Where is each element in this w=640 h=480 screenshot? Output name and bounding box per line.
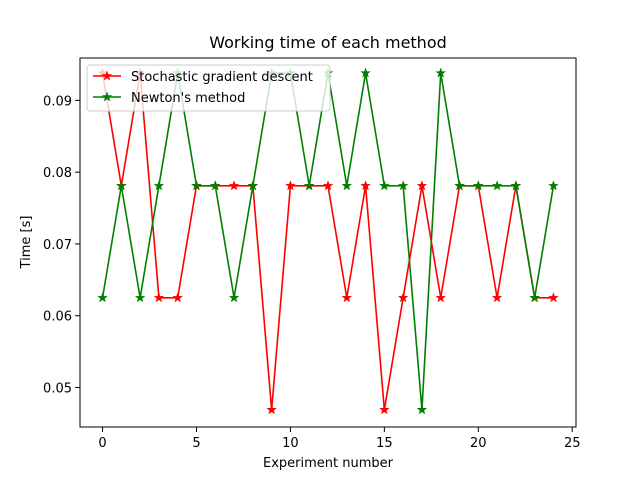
data-point — [341, 292, 352, 303]
data-point — [341, 180, 352, 191]
data-point — [285, 180, 296, 191]
legend-label: Stochastic gradient descent — [131, 70, 313, 85]
legend-marker — [101, 70, 113, 81]
x-tick-label: 0 — [98, 436, 106, 451]
x-tick-label: 20 — [470, 436, 487, 451]
legend-label: Newton's method — [131, 91, 245, 106]
y-tick-label: 0.06 — [43, 310, 72, 325]
x-axis-title: Experiment number — [263, 456, 394, 471]
data-point — [153, 180, 165, 191]
x-tick-label: 25 — [564, 436, 581, 451]
data-point — [153, 292, 165, 303]
y-tick-label: 0.05 — [43, 382, 72, 397]
y-tick-label: 0.08 — [43, 166, 72, 181]
data-point — [191, 180, 202, 191]
x-tick-label: 15 — [376, 436, 393, 451]
data-point — [491, 292, 503, 303]
x-tick-label: 10 — [282, 436, 299, 451]
data-point — [397, 292, 409, 303]
data-point — [210, 180, 221, 191]
y-axis: 0.05 0.06 0.07 0.08 0.09 — [43, 94, 80, 397]
data-point — [454, 180, 465, 191]
data-point — [304, 180, 315, 191]
data-point — [228, 292, 240, 303]
data-point — [360, 67, 371, 78]
data-point — [360, 180, 371, 191]
data-point — [435, 67, 446, 78]
data-point — [247, 180, 259, 191]
x-axis: 0 5 10 15 20 25 — [98, 427, 581, 451]
data-point — [172, 292, 183, 303]
data-point — [228, 180, 240, 191]
data-point — [379, 404, 390, 415]
y-axis-title: Time [s] — [19, 216, 34, 270]
legend: Stochastic gradient descent Newton's meth… — [86, 64, 331, 112]
axes-frame — [79, 57, 577, 428]
data-point — [97, 292, 108, 303]
data-point — [416, 180, 428, 191]
data-point — [397, 180, 409, 191]
data-point — [548, 180, 559, 191]
data-point — [548, 292, 559, 303]
y-tick-label: 0.09 — [43, 94, 72, 109]
legend-box — [86, 64, 331, 112]
data-point — [529, 292, 540, 303]
data-point — [510, 180, 522, 191]
data-point — [322, 180, 334, 191]
legend-marker — [101, 91, 113, 102]
data-point — [435, 292, 446, 303]
data-point — [266, 404, 277, 415]
data-point — [379, 180, 390, 191]
data-point — [134, 292, 146, 303]
y-tick-label: 0.07 — [43, 238, 72, 253]
data-point — [491, 180, 503, 191]
x-tick-label: 5 — [192, 436, 200, 451]
chart-title: Working time of each method — [209, 33, 447, 52]
data-point — [473, 180, 484, 191]
data-point — [116, 180, 127, 191]
data-point — [416, 404, 428, 415]
